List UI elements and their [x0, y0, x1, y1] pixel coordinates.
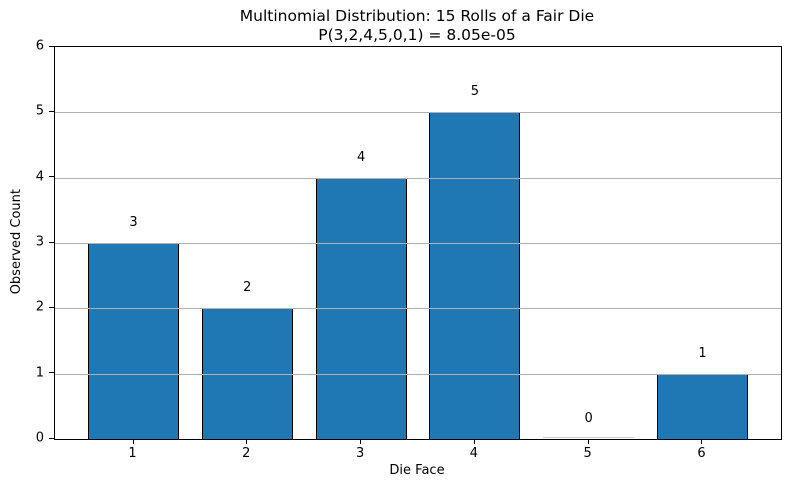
y-tick-label: 2 [35, 299, 44, 315]
x-axis-label: Die Face [389, 463, 445, 478]
y-tick-label: 4 [35, 169, 44, 185]
y-tick-label: 6 [35, 38, 44, 54]
bar-value-label: 0 [584, 411, 593, 426]
y-tick-mark [49, 176, 54, 178]
bar [429, 112, 521, 439]
x-tick-label: 3 [355, 446, 365, 461]
bar-value-label: 4 [356, 149, 366, 165]
y-tick-mark [49, 306, 54, 308]
x-tick-mark [701, 439, 703, 444]
y-tick-mark [49, 437, 54, 439]
x-tick-label: 5 [583, 446, 592, 461]
y-tick-label: 5 [35, 103, 44, 119]
x-axis-ticks: 1 2 3 4 5 6 [54, 439, 780, 465]
gridline [55, 177, 781, 179]
x-tick-label: 6 [697, 446, 706, 461]
bar [88, 243, 180, 439]
x-tick-mark [360, 439, 362, 444]
bar-zero-edge [543, 437, 635, 438]
plot-area: 3 2 4 5 0 1 [54, 46, 782, 440]
bar-value-label: 2 [243, 280, 252, 296]
gridline [55, 243, 781, 244]
x-tick-label: 2 [242, 446, 251, 461]
y-tick-label: 3 [35, 234, 44, 250]
chart-title-line2: P(3,2,4,5,0,1) = 8.05e-05 [318, 26, 516, 44]
chart-title-line1: Multinomial Distribution: 15 Rolls of a … [239, 7, 595, 25]
gridline [55, 308, 781, 310]
x-tick-label: 1 [128, 446, 137, 461]
y-tick-mark [49, 372, 54, 374]
x-tick-mark [246, 439, 248, 444]
y-tick-mark [49, 45, 54, 47]
gridline [55, 112, 781, 114]
bar-value-label: 5 [470, 84, 480, 100]
gridline [55, 373, 781, 375]
y-tick-label: 1 [35, 365, 44, 381]
x-tick-label: 4 [469, 446, 479, 461]
y-tick-mark [49, 110, 54, 112]
bar-value-label: 3 [129, 215, 138, 230]
bar [656, 373, 748, 439]
y-tick-label: 0 [35, 430, 44, 446]
x-tick-mark [132, 439, 134, 444]
y-tick-mark [49, 241, 54, 243]
x-tick-mark [587, 439, 589, 444]
bar-value-label: 1 [698, 345, 707, 361]
y-axis-ticks: 0 1 2 3 4 5 6 [0, 39, 54, 446]
chart-title: Multinomial Distribution: 15 Rolls of a … [54, 7, 780, 45]
x-tick-mark [473, 439, 475, 444]
